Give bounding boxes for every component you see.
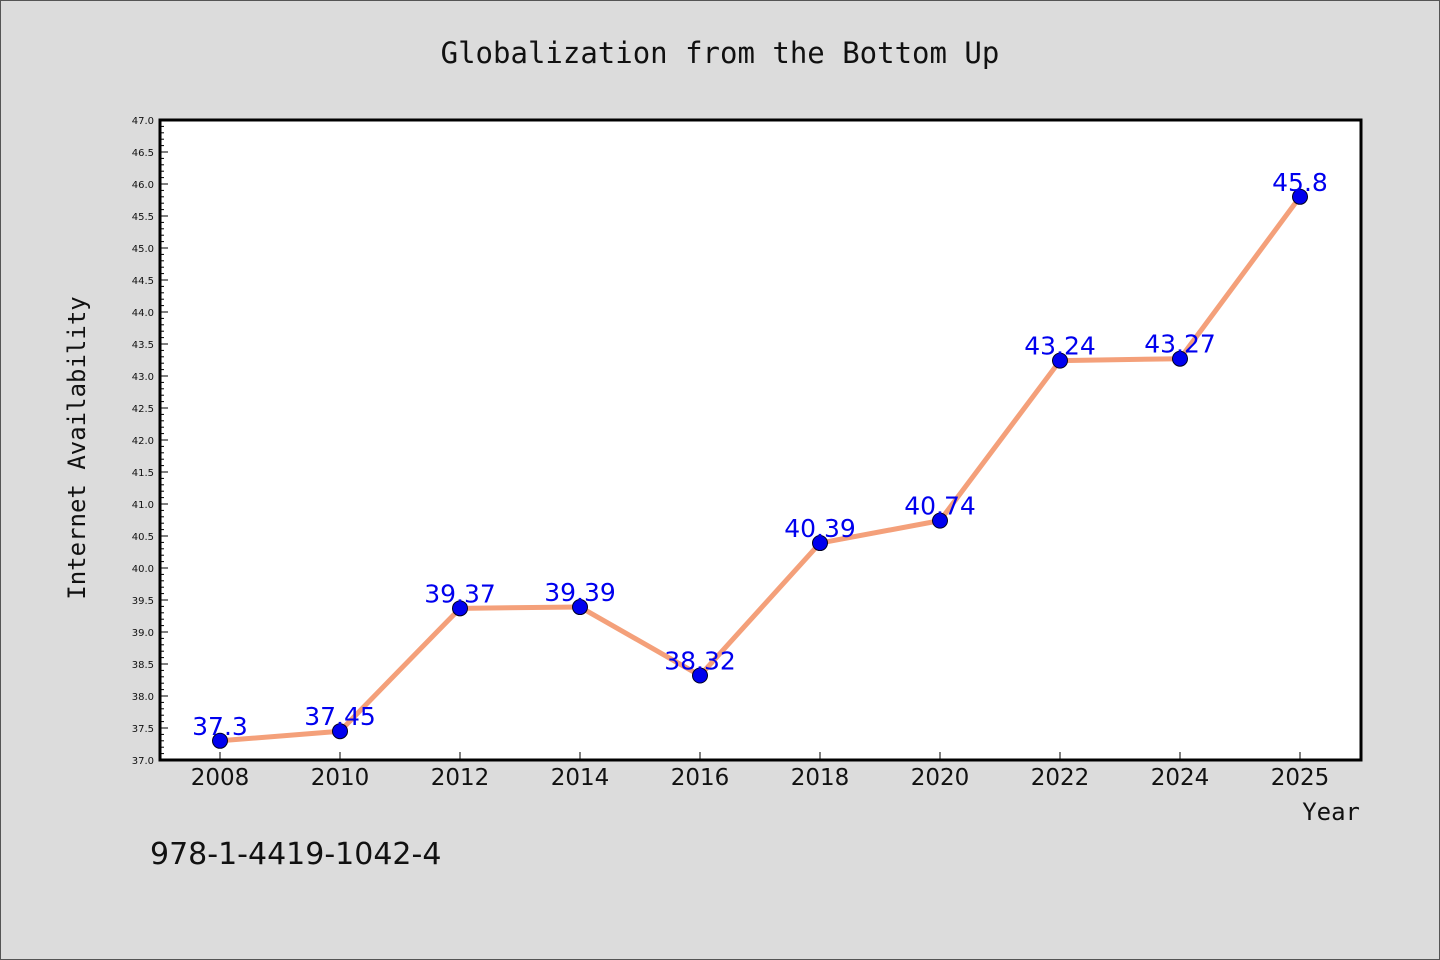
data-label: 40.74 bbox=[904, 492, 976, 521]
data-point-marker bbox=[812, 535, 828, 552]
data-label: 37.3 bbox=[192, 712, 248, 741]
data-label: 43.27 bbox=[1144, 330, 1216, 359]
isbn-text: 978-1-4419-1042-4 bbox=[150, 837, 441, 872]
data-point-marker bbox=[572, 599, 588, 616]
y-tick-label: 45.5 bbox=[132, 212, 154, 223]
y-tick-label: 41.5 bbox=[132, 468, 154, 479]
x-axis-label: Year bbox=[1302, 798, 1360, 826]
data-label: 45.8 bbox=[1272, 168, 1328, 197]
data-point-marker bbox=[692, 667, 708, 684]
data-markers bbox=[212, 188, 1308, 749]
x-tick-label: 2016 bbox=[671, 765, 730, 791]
y-tick-label: 40.0 bbox=[132, 564, 154, 575]
y-axis: 37.0 37.5 38.0 38.5 39.0 39.5 40.0 40.5 41.0 41.5… bbox=[132, 116, 168, 767]
data-label: 38.32 bbox=[664, 647, 736, 676]
data-point-marker bbox=[452, 600, 468, 617]
x-tick-label: 2025 bbox=[1271, 765, 1330, 791]
data-point-marker bbox=[1052, 352, 1068, 369]
data-point-marker bbox=[1292, 188, 1308, 205]
y-tick-label: 42.5 bbox=[132, 404, 154, 415]
plot-area bbox=[158, 118, 1363, 762]
x-axis: 2008 2010 2012 2014 2016 2018 2020 2022 2024 2025 bbox=[191, 752, 1330, 791]
data-point-marker bbox=[1172, 350, 1188, 367]
series-line bbox=[219, 195, 1303, 744]
data-label: 43.24 bbox=[1024, 332, 1096, 361]
data-label: 39.39 bbox=[544, 578, 616, 607]
y-tick-label: 40.5 bbox=[132, 532, 154, 543]
x-tick-label: 2024 bbox=[1151, 765, 1210, 791]
y-tick-label: 41.0 bbox=[132, 500, 154, 511]
data-point-marker bbox=[332, 723, 348, 740]
y-tick-label: 44.0 bbox=[132, 308, 154, 319]
y-tick-label: 42.0 bbox=[132, 436, 154, 447]
y-tick-label: 46.0 bbox=[132, 180, 154, 191]
data-label: 37.45 bbox=[304, 702, 376, 731]
y-tick-label: 43.0 bbox=[132, 372, 154, 383]
y-tick-label: 43.5 bbox=[132, 340, 154, 351]
data-labels: 37.3 37.45 39.37 39.39 38.32 40.39 40.74 43.24 4… bbox=[192, 168, 1328, 741]
y-tick-label: 44.5 bbox=[132, 276, 154, 287]
x-tick-label: 2014 bbox=[551, 765, 610, 791]
x-tick-label: 2022 bbox=[1031, 765, 1090, 791]
y-axis-label: Internet Availability bbox=[63, 296, 91, 599]
y-tick-label: 45.0 bbox=[132, 244, 154, 255]
data-point-marker bbox=[212, 732, 228, 749]
y-tick-label: 37.5 bbox=[132, 724, 154, 735]
data-label: 39.37 bbox=[424, 579, 496, 608]
chart-title: Globalization from the Bottom Up bbox=[441, 36, 1000, 70]
x-tick-label: 2010 bbox=[311, 765, 370, 791]
y-tick-label: 38.5 bbox=[132, 660, 154, 671]
y-tick-label: 46.5 bbox=[132, 148, 154, 159]
x-tick-label: 2008 bbox=[191, 765, 250, 791]
data-label: 40.39 bbox=[784, 514, 856, 543]
y-tick-label: 38.0 bbox=[132, 692, 154, 703]
y-tick-label: 39.0 bbox=[132, 628, 154, 639]
y-tick-label: 37.0 bbox=[132, 756, 154, 767]
x-tick-label: 2020 bbox=[911, 765, 970, 791]
y-tick-label: 39.5 bbox=[132, 596, 154, 607]
x-tick-label: 2018 bbox=[791, 765, 850, 791]
data-point-marker bbox=[932, 512, 948, 529]
x-tick-label: 2012 bbox=[431, 765, 490, 791]
y-tick-label: 47.0 bbox=[132, 116, 154, 127]
